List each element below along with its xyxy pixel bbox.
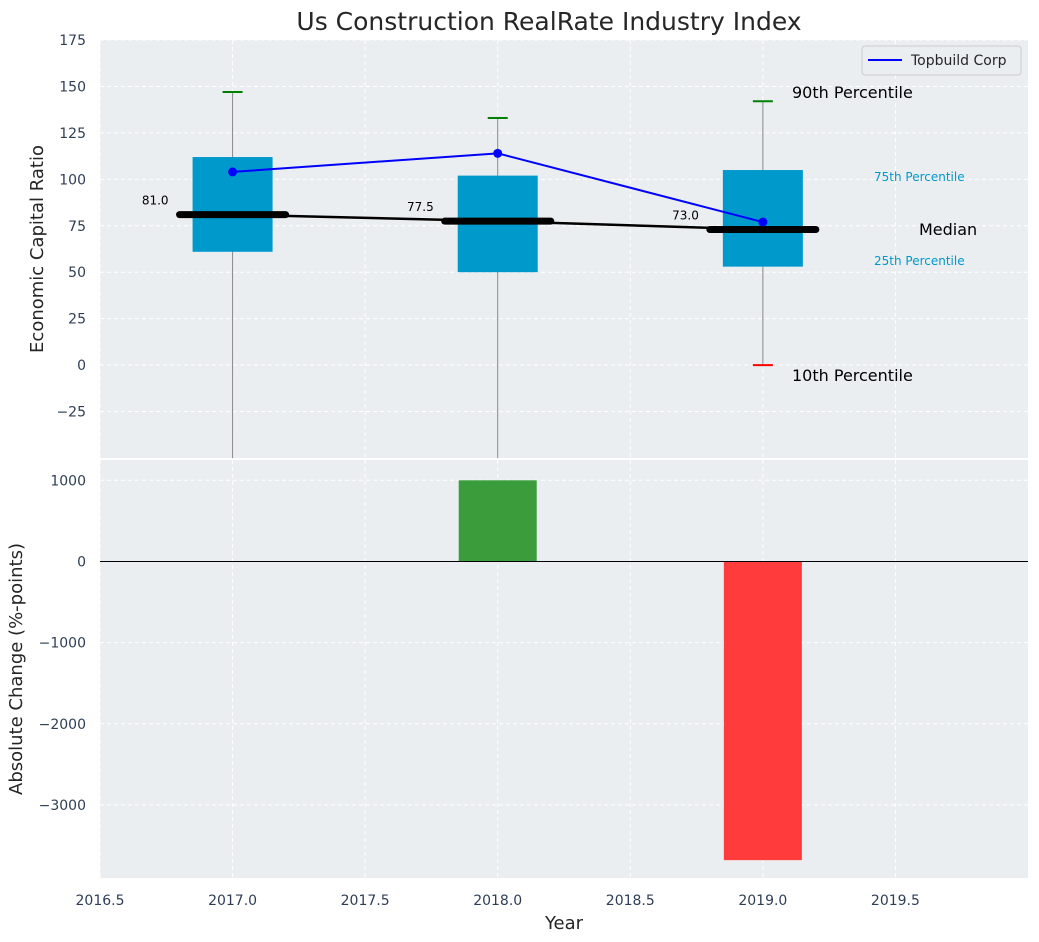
x-axis-label: Year xyxy=(544,913,584,934)
annotation-p10: 10th Percentile xyxy=(792,366,913,385)
x-tick-label: 2019.0 xyxy=(738,893,787,909)
series-point xyxy=(228,167,238,177)
median-value-label: 77.5 xyxy=(407,200,434,214)
bar-group xyxy=(458,480,802,861)
chart-title: Us Construction RealRate Industry Index xyxy=(296,7,801,36)
x-ticks: 2016.5 2017.0 2017.5 2018.0 2018.5 2019.0 2019… xyxy=(76,893,920,909)
y-tick-label: 25 xyxy=(68,312,86,328)
x-tick-label: 2018.0 xyxy=(473,893,522,909)
median-value-label: 73.0 xyxy=(672,208,699,222)
top-panel: 81.0 77.5 73.0 −25 0 25 50 75 100 125 150 175 Us C… xyxy=(27,7,1028,458)
y-tick-label: 125 xyxy=(59,126,86,142)
bottom-y-axis-label: Absolute Change (%-points) xyxy=(6,543,27,795)
y-tick-label: −3000 xyxy=(39,798,86,814)
median-group: 81.0 77.5 73.0 xyxy=(142,194,820,233)
top-y-ticks: −25 0 25 50 75 100 125 150 175 xyxy=(56,33,86,421)
bottom-plot-area xyxy=(100,460,1028,878)
x-tick-label: 2016.5 xyxy=(76,893,125,909)
y-tick-label: 1000 xyxy=(50,473,86,489)
y-tick-label: 75 xyxy=(68,219,86,235)
x-tick-label: 2019.5 xyxy=(871,893,920,909)
legend-label: Topbuild Corp xyxy=(910,53,1007,69)
annotation-p25: 25th Percentile xyxy=(874,254,965,268)
legend: Topbuild Corp xyxy=(861,45,1022,76)
top-y-axis-label: Economic Capital Ratio xyxy=(27,145,48,353)
y-tick-label: 0 xyxy=(77,358,86,374)
x-tick-label: 2018.5 xyxy=(606,893,655,909)
y-tick-label: 100 xyxy=(59,172,86,188)
legend-box xyxy=(861,45,1022,76)
y-tick-label: 0 xyxy=(77,554,86,570)
series-line-group xyxy=(228,148,768,227)
bottom-y-ticks: −3000 −2000 −1000 0 1000 xyxy=(39,473,86,814)
series-point xyxy=(758,217,768,227)
annotation-p90: 90th Percentile xyxy=(792,83,913,102)
x-tick-label: 2017.5 xyxy=(341,893,390,909)
y-tick-label: 175 xyxy=(59,33,86,49)
annotation-p75: 75th Percentile xyxy=(874,170,965,184)
y-tick-label: 50 xyxy=(68,265,86,281)
series-point xyxy=(493,148,503,158)
bar-positive xyxy=(458,480,537,562)
y-tick-label: −25 xyxy=(56,405,86,421)
annotation-median: Median xyxy=(919,220,977,239)
y-tick-label: −1000 xyxy=(39,636,86,652)
y-tick-label: −2000 xyxy=(39,717,86,733)
x-tick-label: 2017.0 xyxy=(208,893,257,909)
bar-negative xyxy=(723,561,802,861)
y-tick-label: 150 xyxy=(59,79,86,95)
median-value-label: 81.0 xyxy=(142,194,169,208)
